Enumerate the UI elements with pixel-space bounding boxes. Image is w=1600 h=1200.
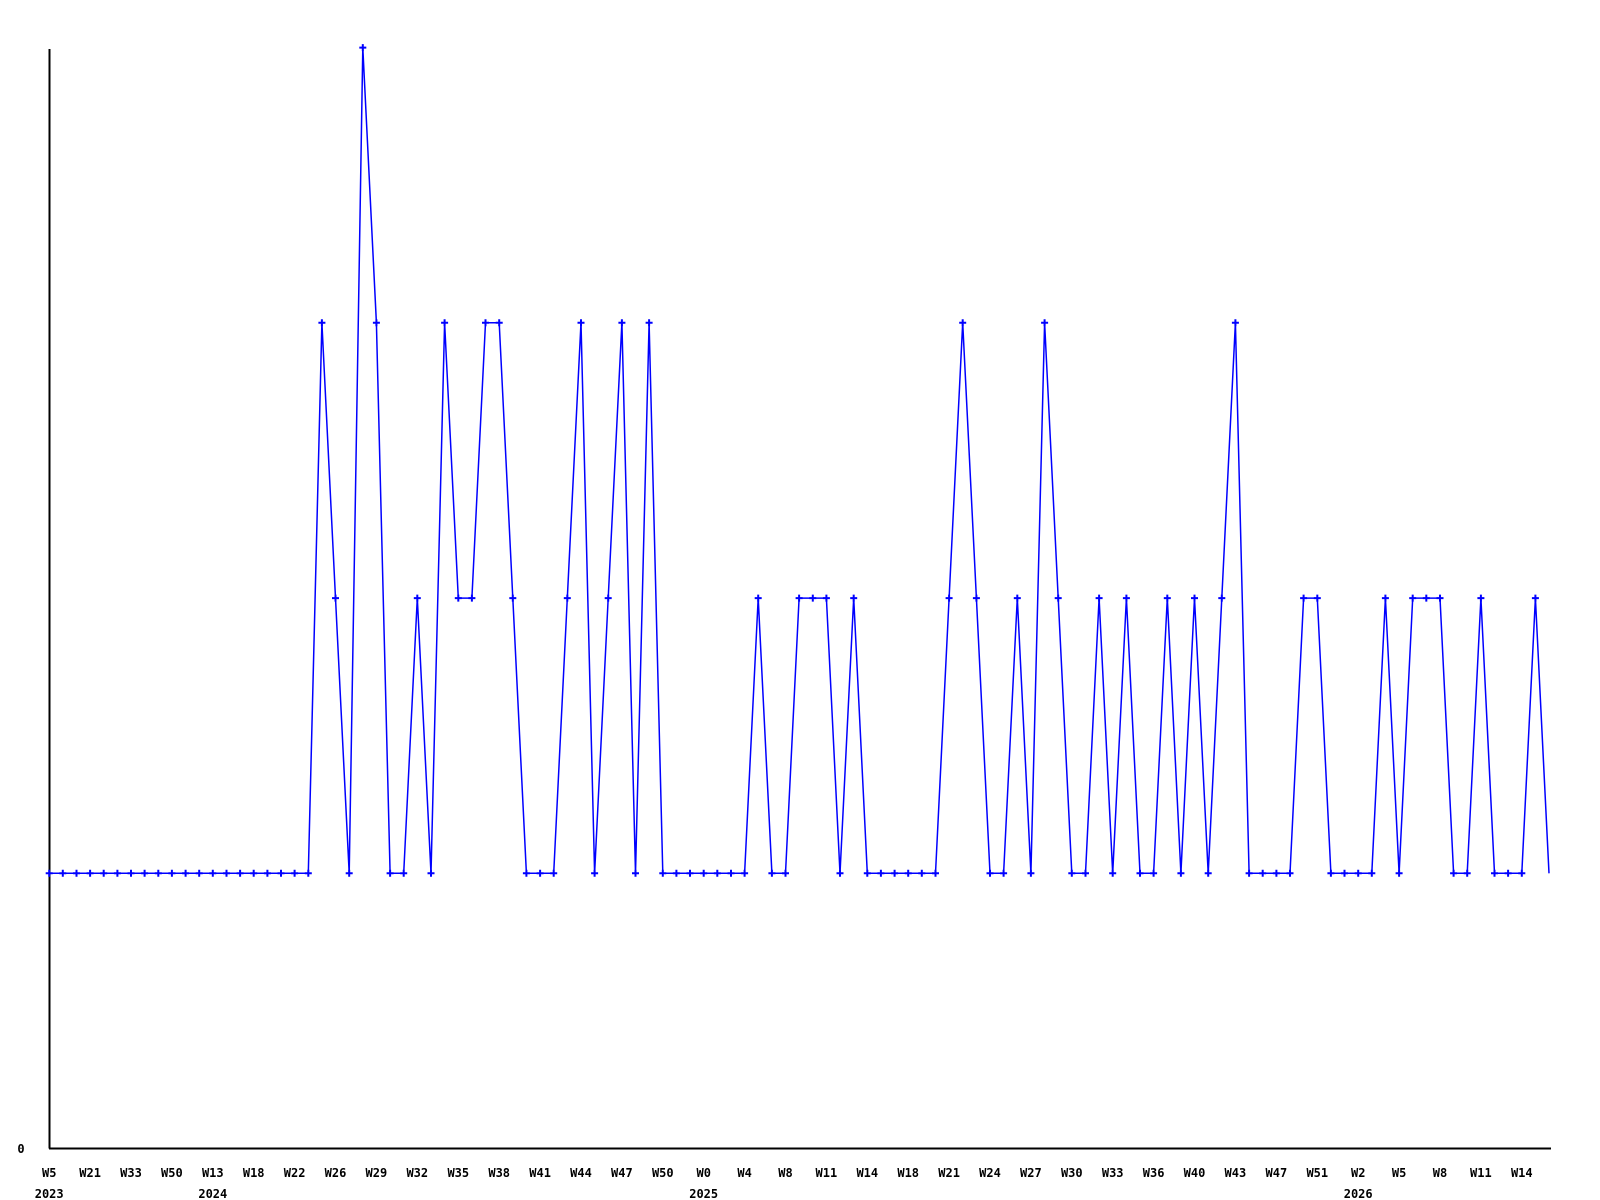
- x-tick-label: W2: [1351, 1166, 1365, 1180]
- x-tick-label: W5: [1392, 1166, 1406, 1180]
- x-tick-label: W44: [570, 1166, 592, 1180]
- x-year-label: 2023: [35, 1187, 64, 1200]
- x-tick-label: W47: [1266, 1166, 1288, 1180]
- x-tick-label: W35: [447, 1166, 469, 1180]
- x-tick-label: W21: [79, 1166, 101, 1180]
- x-tick-label: W40: [1184, 1166, 1206, 1180]
- x-tick-label: W50: [652, 1166, 674, 1180]
- x-tick-label: W27: [1020, 1166, 1042, 1180]
- x-tick-label: W32: [406, 1166, 428, 1180]
- series-point-markers: [45, 44, 1539, 877]
- x-tick-label: W5: [42, 1166, 56, 1180]
- x-tick-label: W29: [366, 1166, 388, 1180]
- x-year-label: 2024: [198, 1187, 227, 1200]
- axes: [48, 49, 1551, 1150]
- x-tick-label: W24: [979, 1166, 1001, 1180]
- x-tick-label: W8: [1433, 1166, 1447, 1180]
- x-tick-label: W50: [161, 1166, 183, 1180]
- x-tick-label: W18: [897, 1166, 919, 1180]
- x-tick-label: W51: [1306, 1166, 1328, 1180]
- x-tick-label: W14: [1511, 1166, 1533, 1180]
- x-tick-label: W43: [1225, 1166, 1247, 1180]
- x-tick-label: W36: [1143, 1166, 1165, 1180]
- x-tick-label: W13: [202, 1166, 224, 1180]
- x-tick-label: W26: [325, 1166, 347, 1180]
- x-tick-label: W47: [611, 1166, 633, 1180]
- x-tick-label: W30: [1061, 1166, 1083, 1180]
- x-axis-labels: W5 W21 W33 W50 W13 W18 W22 W26 W29 W32 W35 W38 W41 W4…: [35, 1166, 1533, 1200]
- x-year-label: 2025: [689, 1187, 718, 1200]
- x-tick-label: W18: [243, 1166, 265, 1180]
- x-tick-label: W0: [696, 1166, 710, 1180]
- y-axis-labels: 0: [17, 1142, 24, 1156]
- x-tick-label: W22: [284, 1166, 306, 1180]
- x-tick-label: W38: [488, 1166, 510, 1180]
- x-tick-label: W21: [938, 1166, 960, 1180]
- x-tick-label: W8: [778, 1166, 792, 1180]
- x-tick-label: W33: [120, 1166, 142, 1180]
- x-year-label: 2026: [1344, 1187, 1373, 1200]
- data-series: [45, 44, 1550, 877]
- x-tick-label: W14: [856, 1166, 878, 1180]
- x-tick-label: W4: [737, 1166, 751, 1180]
- x-tick-label: W33: [1102, 1166, 1124, 1180]
- x-tick-label: W41: [529, 1166, 551, 1180]
- series-polyline: [49, 47, 1550, 875]
- x-tick-label: W11: [816, 1166, 838, 1180]
- y-axis-zero-label: 0: [17, 1142, 24, 1156]
- x-tick-label: W11: [1470, 1166, 1492, 1180]
